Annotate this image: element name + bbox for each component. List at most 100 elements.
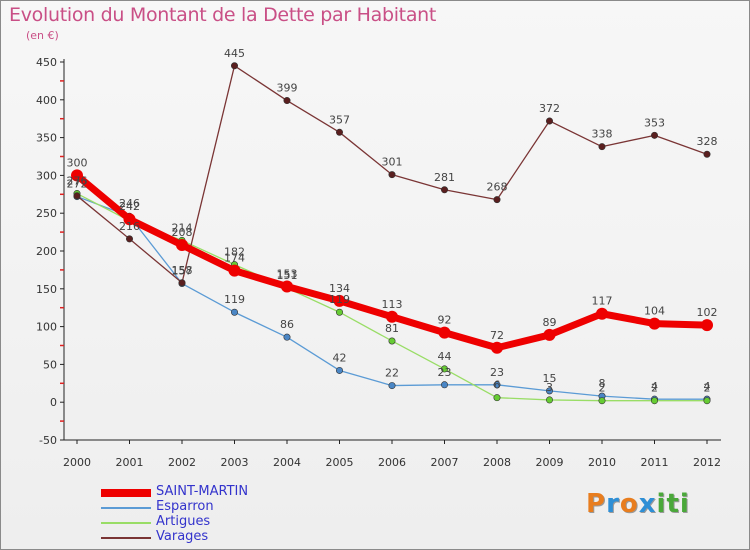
data-label-esparron: 22 bbox=[385, 367, 399, 380]
proxiti-logo: Proxiti bbox=[586, 489, 690, 519]
chart-unit-label: (en €) bbox=[26, 29, 59, 42]
data-point-saint-martin bbox=[491, 341, 503, 354]
legend-label: Artigues bbox=[156, 514, 211, 529]
y-tick-label: 0 bbox=[50, 396, 57, 409]
data-point-saint-martin bbox=[596, 307, 608, 320]
data-point-artigues bbox=[545, 396, 553, 404]
data-point-varages bbox=[231, 62, 239, 70]
chart-legend: SAINT-MARTIN Esparron Artigues Varages bbox=[101, 484, 341, 545]
data-label-saint-martin: 242 bbox=[119, 200, 140, 213]
x-tick-label: 2010 bbox=[588, 456, 616, 469]
data-label-varages: 353 bbox=[644, 116, 665, 129]
data-label-artigues: 44 bbox=[438, 350, 452, 363]
data-point-varages bbox=[440, 186, 448, 194]
data-label-artigues: 2 bbox=[651, 382, 658, 395]
series-points bbox=[71, 62, 713, 405]
data-label-esparron: 157 bbox=[172, 265, 193, 278]
data-label-saint-martin: 92 bbox=[438, 314, 452, 327]
data-point-varages bbox=[335, 128, 343, 136]
data-point-varages bbox=[650, 131, 658, 139]
data-label-varages: 301 bbox=[382, 156, 403, 169]
y-tick-label: 450 bbox=[36, 56, 57, 69]
x-tick-label: 2008 bbox=[483, 456, 511, 469]
data-point-artigues bbox=[598, 397, 606, 405]
legend-item-varages: Varages bbox=[101, 529, 341, 545]
data-label-artigues: 3 bbox=[546, 381, 553, 394]
logo-letter: i bbox=[656, 489, 667, 519]
data-label-varages: 268 bbox=[487, 181, 508, 194]
legend-swatch bbox=[101, 536, 151, 540]
data-point-saint-martin bbox=[438, 326, 451, 339]
y-tick-label: 200 bbox=[36, 245, 57, 258]
y-tick-label: -50 bbox=[39, 434, 57, 447]
data-label-artigues: 151 bbox=[277, 269, 298, 282]
data-label-varages: 216 bbox=[119, 220, 140, 233]
data-point-saint-martin bbox=[701, 319, 713, 332]
data-label-esparron: 4 bbox=[704, 380, 711, 393]
data-label-varages: 357 bbox=[329, 113, 350, 126]
data-label-varages: 399 bbox=[277, 82, 298, 95]
data-label-esparron: 86 bbox=[280, 318, 294, 331]
data-label-varages: 281 bbox=[434, 171, 455, 184]
data-label-varages: 158 bbox=[172, 264, 193, 277]
data-label-saint-martin: 72 bbox=[490, 329, 504, 342]
data-label-esparron: 119 bbox=[224, 293, 245, 306]
logo-letter: P bbox=[586, 489, 607, 519]
x-tick-label: 2007 bbox=[431, 456, 459, 469]
x-tick-label: 2003 bbox=[221, 456, 249, 469]
y-tick-label: 100 bbox=[36, 321, 57, 334]
data-point-saint-martin bbox=[386, 310, 398, 323]
data-label-saint-martin: 300 bbox=[67, 156, 88, 169]
logo-letter: r bbox=[606, 489, 620, 519]
data-point-saint-martin bbox=[648, 317, 661, 330]
data-point-saint-martin bbox=[176, 238, 188, 251]
data-label-saint-martin: 117 bbox=[592, 295, 613, 308]
y-tick-label: 300 bbox=[36, 169, 57, 182]
logo-letter: o bbox=[619, 489, 639, 519]
data-point-saint-martin bbox=[228, 264, 241, 277]
chart-title: Evolution du Montant de la Dette par Hab… bbox=[9, 4, 437, 26]
data-point-varages bbox=[493, 196, 501, 204]
x-tick-label: 2004 bbox=[273, 456, 301, 469]
data-point-saint-martin bbox=[71, 169, 83, 182]
logo-letter: t bbox=[666, 489, 680, 519]
x-tick-label: 2005 bbox=[326, 456, 354, 469]
legend-label: Esparron bbox=[156, 499, 214, 514]
x-tick-label: 2001 bbox=[116, 456, 144, 469]
x-tick-label: 2009 bbox=[536, 456, 564, 469]
data-label-esparron: 8 bbox=[599, 377, 606, 390]
data-label-esparron: 23 bbox=[438, 366, 452, 379]
data-point-saint-martin bbox=[543, 328, 556, 341]
data-point-esparron bbox=[388, 382, 396, 390]
data-point-varages bbox=[598, 143, 606, 151]
data-label-esparron: 23 bbox=[490, 366, 504, 379]
data-point-esparron bbox=[283, 333, 291, 341]
data-label-varages: 328 bbox=[697, 135, 718, 148]
data-point-varages bbox=[388, 171, 396, 179]
chart-ticks: -50 0 50 100 150 200 250 300 350 400 450 2000 2001 20… bbox=[36, 56, 721, 469]
data-point-artigues bbox=[650, 397, 658, 405]
data-point-artigues bbox=[703, 397, 711, 405]
data-label-artigues: 2 bbox=[704, 382, 711, 395]
data-point-varages bbox=[283, 97, 291, 105]
data-label-varages: 445 bbox=[224, 47, 245, 60]
data-label-saint-martin: 104 bbox=[644, 305, 665, 318]
data-point-saint-martin bbox=[123, 213, 136, 226]
data-label-saint-martin: 134 bbox=[329, 282, 350, 295]
data-label-saint-martin: 89 bbox=[543, 316, 557, 329]
data-point-artigues bbox=[335, 308, 343, 316]
x-tick-label: 2006 bbox=[378, 456, 406, 469]
data-label-artigues: 2 bbox=[599, 382, 606, 395]
legend-swatch bbox=[101, 521, 151, 525]
data-label-esparron: 42 bbox=[333, 351, 347, 364]
y-tick-label: 350 bbox=[36, 132, 57, 145]
y-tick-label: 400 bbox=[36, 94, 57, 107]
data-point-esparron bbox=[440, 381, 448, 389]
data-label-artigues: 276 bbox=[67, 175, 88, 188]
data-label-artigues: 182 bbox=[224, 246, 245, 259]
y-tick-label: 50 bbox=[43, 358, 57, 371]
data-label-esparron: 246 bbox=[119, 197, 140, 210]
